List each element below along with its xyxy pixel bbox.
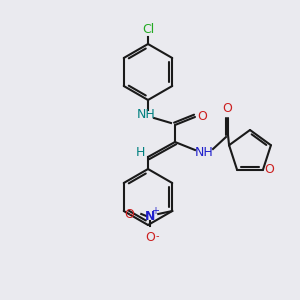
Text: Cl: Cl	[142, 23, 154, 36]
Text: O: O	[197, 110, 207, 124]
Text: -: -	[155, 231, 159, 241]
Text: N: N	[145, 209, 155, 223]
Text: O: O	[264, 163, 274, 176]
Text: O: O	[124, 208, 134, 220]
Text: NH: NH	[195, 146, 214, 158]
Text: O: O	[222, 102, 232, 115]
Text: NH: NH	[136, 109, 155, 122]
Text: H: H	[135, 146, 145, 160]
Text: O: O	[145, 231, 155, 244]
Text: -: -	[128, 209, 132, 219]
Text: +: +	[151, 206, 159, 216]
